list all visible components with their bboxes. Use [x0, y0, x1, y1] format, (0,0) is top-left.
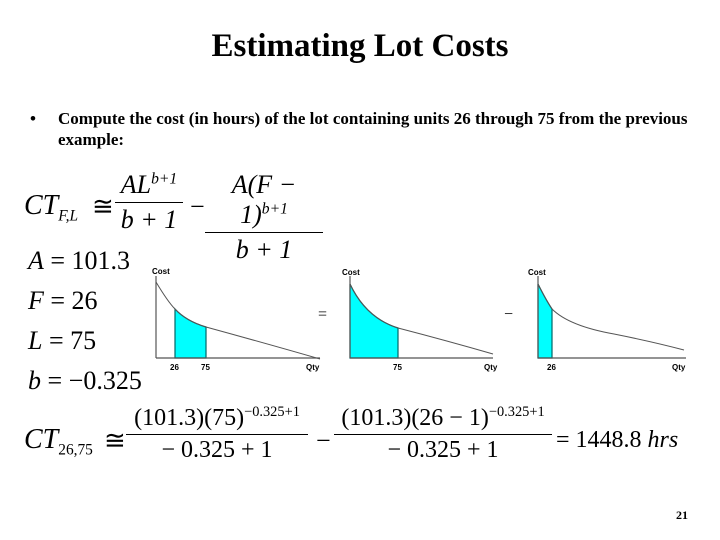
bullet-marker: • [30, 109, 36, 128]
y-axis-label: Cost [342, 268, 360, 277]
term2-num: (101.3)(26 − 1) [341, 405, 489, 431]
term1-exp: −0.325+1 [244, 404, 300, 420]
term1-den: − 0.325 + 1 [161, 437, 273, 463]
term2-den: b + 1 [235, 235, 293, 264]
variable-l: L = 75 [28, 326, 97, 355]
chart-lot-1-75: Cost 75 Qty [342, 268, 498, 372]
term1-num: AL [120, 170, 152, 199]
y-axis-label: Cost [528, 268, 546, 277]
equals-operator: = [318, 306, 328, 323]
tick-26: 26 [547, 363, 556, 372]
result-value: = 1448.8 [556, 427, 642, 453]
tick-26: 26 [170, 363, 179, 372]
term2-exp: −0.325+1 [488, 404, 545, 420]
fraction-term2: A(F − 1)b+1 b + 1 [205, 170, 323, 265]
term1-exp: b+1 [151, 170, 178, 188]
term2-num: A(F − 1) [231, 170, 297, 229]
approx-symbol: ≅ [92, 192, 114, 221]
term2-exp: b+1 [261, 200, 288, 218]
lhs-sub: 26,75 [58, 441, 93, 459]
variable-f: F = 26 [28, 286, 98, 315]
fraction-term1: ALb+1 b + 1 [115, 170, 183, 235]
term2-den: − 0.325 + 1 [387, 437, 499, 463]
variable-a: A = 101.3 [28, 246, 131, 275]
minus-symbol: − [190, 192, 205, 221]
formula-lhs: CTF,L [24, 190, 78, 226]
tick-75: 75 [201, 363, 210, 372]
chart-lot-1-25: Cost 26 Qty [528, 268, 686, 372]
chart-lot-26-75: Cost 26 75 Qty [152, 267, 321, 372]
y-axis-label: Cost [152, 267, 170, 276]
page-number: 21 [676, 508, 688, 522]
term1-num: (101.3)(75) [134, 405, 245, 431]
x-axis-label: Qty [672, 363, 686, 372]
x-axis-label: Qty [484, 363, 498, 372]
formula-lhs: CT26,75 [24, 424, 93, 460]
fraction-term2: (101.3)(26 − 1)−0.325+1 − 0.325 + 1 [334, 404, 552, 464]
x-axis-label: Qty [306, 363, 320, 372]
lhs-sub: F,L [58, 207, 79, 225]
bullet-text: Compute the cost (in hours) of the lot c… [58, 109, 688, 149]
lhs-ct: CT [24, 190, 59, 221]
minus-operator: − [504, 306, 514, 323]
lhs-ct: CT [24, 424, 59, 455]
fraction-term1: (101.3)(75)−0.325+1 − 0.325 + 1 [126, 404, 308, 464]
result: = 1448.8 hrs [556, 427, 678, 454]
result-unit: hrs [647, 427, 679, 453]
variable-b: b = −0.325 [28, 366, 142, 395]
term1-den: b + 1 [120, 205, 178, 234]
slide-title: Estimating Lot Costs [211, 28, 509, 64]
minus-symbol: − [316, 426, 331, 455]
approx-symbol: ≅ [104, 426, 126, 455]
tick-75: 75 [393, 363, 402, 372]
